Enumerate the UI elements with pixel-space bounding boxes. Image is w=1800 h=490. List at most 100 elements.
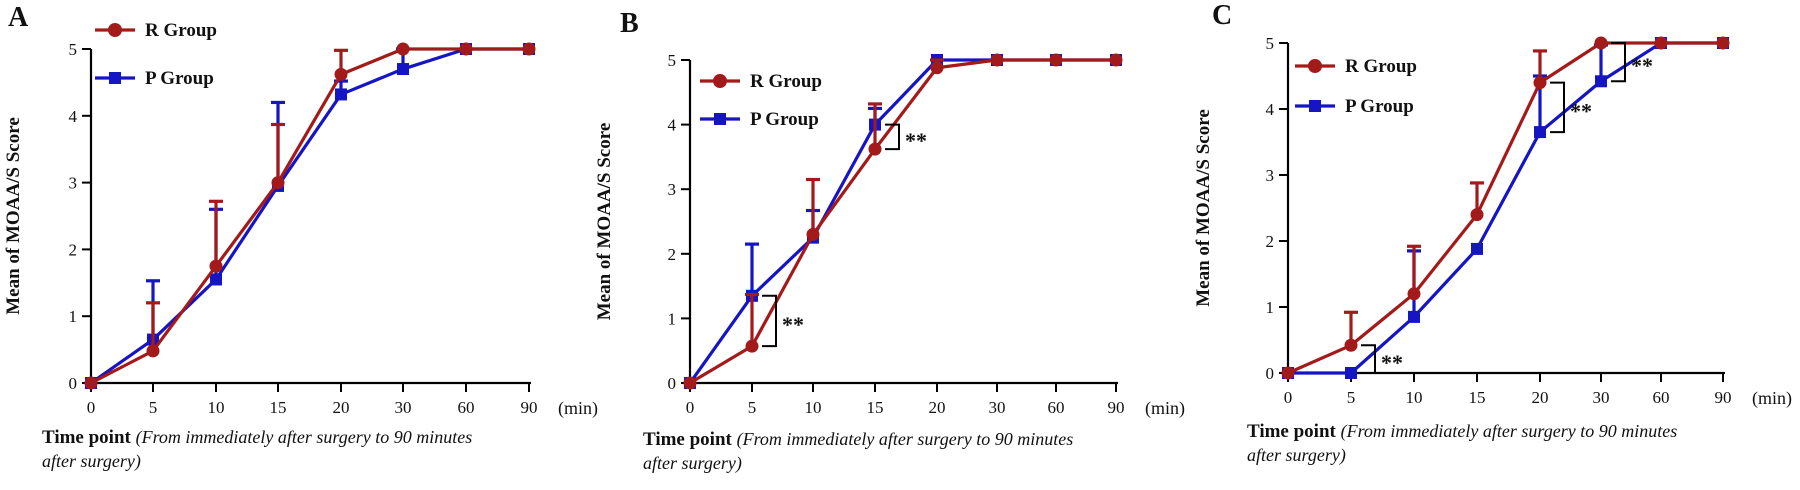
x-tick-label: 15 [270, 398, 287, 417]
data-point [396, 42, 410, 56]
legend-marker [714, 113, 726, 125]
legend-label: P Group [145, 68, 214, 89]
series-line [90, 47, 529, 385]
x-axis-label-main: Time point [643, 429, 737, 450]
x-axis-label: Time point (From immediately after surge… [643, 429, 1073, 450]
data-point [1533, 76, 1547, 90]
data-point [1345, 367, 1357, 379]
x-axis-label-note: (From immediately after surgery to 90 mi… [737, 429, 1074, 450]
data-point [334, 67, 348, 81]
significance-bracket [1611, 42, 1626, 83]
x-tick-label: 0 [686, 398, 695, 417]
x-unit-label: (min) [558, 398, 598, 419]
legend-label: R Group [750, 71, 822, 92]
y-tick-label: 3 [1266, 166, 1275, 185]
y-tick-label: 2 [1266, 232, 1275, 251]
y-tick-label: 0 [69, 374, 78, 393]
y-axis-label: Mean of MOAA/S Score [3, 117, 24, 315]
data-point [1471, 242, 1483, 255]
y-tick-label: 3 [69, 174, 78, 193]
series-line [90, 47, 529, 385]
data-point [1407, 287, 1421, 301]
y-tick-label: 2 [69, 240, 78, 259]
data-point [84, 376, 98, 390]
significance-label: ** [1381, 350, 1403, 375]
legend-marker [713, 74, 727, 88]
chart-panel-a: A 0 1 2 3 4 5 0 5 10 15 20 30 60 90 (min) Mean of MOAA/S… [3, 2, 598, 472]
legend-label: P Group [1345, 96, 1414, 117]
data-point [459, 42, 473, 56]
y-tick-label: 4 [668, 116, 677, 135]
panel-letter: B [620, 8, 639, 39]
y-tick-label: 5 [1266, 34, 1275, 53]
legend-marker [108, 23, 122, 37]
data-point [210, 273, 222, 286]
data-point [1470, 208, 1484, 222]
y-tick-label: 2 [668, 245, 677, 264]
data-point [990, 53, 1004, 67]
x-tick-label: 60 [1048, 398, 1065, 417]
x-tick-label: 5 [149, 398, 158, 417]
significance-bracket [762, 294, 777, 348]
x-tick-label: 90 [521, 398, 538, 417]
y-tick-label: 5 [668, 51, 677, 70]
x-tick-label: 20 [929, 398, 946, 417]
y-tick-label: 1 [668, 309, 677, 328]
data-point [1408, 310, 1420, 323]
series-r-group [683, 53, 1123, 390]
data-point [146, 344, 160, 358]
x-tick-label: 20 [1532, 388, 1549, 407]
data-point [1281, 366, 1295, 380]
series-line [1287, 41, 1723, 375]
y-tick-label: 0 [668, 374, 677, 393]
x-tick-label: 15 [1469, 388, 1486, 407]
x-axis-label: Time point (From immediately after surge… [1247, 421, 1677, 442]
x-tick-label: 30 [1593, 388, 1610, 407]
x-tick-label: 10 [208, 398, 225, 417]
x-axis-label-main: Time point [42, 427, 136, 448]
data-point [1654, 36, 1668, 50]
panel-letter: C [1212, 0, 1232, 31]
series-p-group [684, 54, 1122, 389]
y-tick-label: 4 [1266, 100, 1275, 119]
x-axis-label-main: Time point [1247, 421, 1341, 442]
significance-label: ** [905, 128, 927, 153]
significance-label: ** [1570, 98, 1592, 123]
y-tick-label: 0 [1266, 364, 1275, 383]
significance-label: ** [782, 312, 804, 337]
y-tick-label: 1 [1266, 298, 1275, 317]
data-point [1716, 36, 1730, 50]
x-tick-label: 90 [1108, 398, 1125, 417]
data-point [1049, 53, 1063, 67]
chart-panel-b: B 0 1 2 3 4 5 0 5 10 15 20 30 60 90 (min) Mean of MOAA/S… [594, 8, 1185, 474]
x-tick-label: 60 [1653, 388, 1670, 407]
y-axis-label: Mean of MOAA/S Score [594, 123, 615, 321]
y-axis-label: Mean of MOAA/S Score [1193, 109, 1214, 307]
x-axis-label-note-2: after surgery) [643, 453, 742, 474]
legend-marker [1308, 59, 1322, 73]
x-tick-label: 0 [1284, 388, 1293, 407]
x-unit-label: (min) [1145, 398, 1185, 419]
series-line [1288, 41, 1723, 375]
legend-label: R Group [145, 20, 217, 41]
series-line [689, 58, 1116, 385]
series-r-group [84, 42, 536, 390]
x-tick-label: 0 [87, 398, 96, 417]
data-point [683, 376, 697, 390]
x-tick-label: 10 [805, 398, 822, 417]
x-tick-label: 5 [1347, 388, 1356, 407]
data-point [930, 61, 944, 75]
chart-panel-c: C 0 1 2 3 4 5 0 5 10 15 20 30 60 90 (min) Mean of MOAA/S… [1193, 0, 1792, 466]
y-tick-label: 4 [69, 107, 78, 126]
y-tick-label: 5 [69, 40, 78, 59]
data-point [745, 339, 759, 353]
data-point [209, 259, 223, 273]
x-tick-label: 30 [395, 398, 412, 417]
data-point [1595, 75, 1607, 88]
data-point [1534, 126, 1546, 139]
data-point [522, 42, 536, 56]
x-tick-label: 60 [458, 398, 475, 417]
x-tick-label: 15 [867, 398, 884, 417]
x-axis-label-note-2: after surgery) [1247, 445, 1346, 466]
